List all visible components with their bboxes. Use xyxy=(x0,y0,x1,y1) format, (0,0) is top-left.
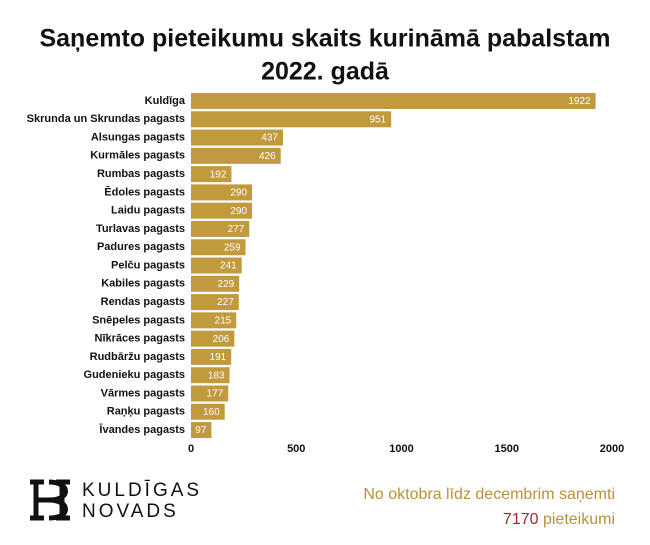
footer-total: 7170 pieteikumi xyxy=(503,511,615,528)
logo-mark xyxy=(30,479,70,521)
bar xyxy=(191,312,237,329)
category-label: Rumbas pagasts xyxy=(97,168,185,180)
bar xyxy=(191,147,281,164)
bar xyxy=(191,220,250,237)
value-label: 192 xyxy=(210,169,227,180)
logo-text: NOVADS xyxy=(82,501,179,522)
bar xyxy=(191,239,246,256)
value-label: 1922 xyxy=(568,96,591,107)
bar xyxy=(191,422,212,439)
category-label: Rudbāržu pagasts xyxy=(90,351,185,363)
bar xyxy=(191,385,229,402)
bar xyxy=(191,294,239,311)
chart-title: Saņemto pieteikumu skaits kurināmā pabal… xyxy=(39,25,610,53)
value-label: 426 xyxy=(259,151,276,162)
value-label: 951 xyxy=(369,114,386,125)
category-label: Pelču pagasts xyxy=(111,259,185,271)
category-label: Vārmes pagasts xyxy=(101,387,185,399)
value-label: 259 xyxy=(224,242,241,253)
bar xyxy=(191,184,253,201)
value-label: 160 xyxy=(203,407,220,418)
category-label: Kabiles pagasts xyxy=(101,278,185,290)
value-label: 437 xyxy=(261,133,278,144)
bar xyxy=(191,111,392,128)
value-label: 229 xyxy=(218,279,235,290)
value-label: 97 xyxy=(195,425,207,436)
value-label: 290 xyxy=(230,188,247,199)
category-label: Padures pagasts xyxy=(97,241,185,253)
chart-title: 2022. gadā xyxy=(261,58,390,86)
category-label: Nīkrāces pagasts xyxy=(95,333,186,345)
bar xyxy=(191,129,283,146)
footer-note: No oktobra līdz decembrim saņemti xyxy=(363,486,615,503)
bar xyxy=(191,275,240,292)
bar xyxy=(191,367,230,384)
value-label: 215 xyxy=(215,316,232,327)
bar xyxy=(191,202,253,219)
category-label: Ēdoles pagasts xyxy=(104,186,185,198)
bar xyxy=(191,257,242,274)
category-label: Kurmāles pagasts xyxy=(90,150,185,162)
category-label: Rendas pagasts xyxy=(101,296,185,308)
x-tick-label: 1500 xyxy=(495,443,519,455)
category-label: Īvandes pagasts xyxy=(98,424,185,436)
category-label: Alsungas pagasts xyxy=(91,131,185,143)
value-label: 241 xyxy=(220,261,237,272)
x-tick-label: 2000 xyxy=(600,443,624,455)
category-label: Laidu pagasts xyxy=(111,205,185,217)
bar xyxy=(191,403,225,420)
category-label: Skrunda un Skrundas pagasts xyxy=(27,113,185,125)
x-tick-label: 0 xyxy=(188,443,194,455)
category-label: Gudenieku pagasts xyxy=(84,369,185,381)
bar xyxy=(191,348,232,365)
x-tick-label: 500 xyxy=(287,443,305,455)
category-label: Kuldīga xyxy=(145,95,186,107)
logo-text: KULDĪGAS xyxy=(82,480,202,501)
logo xyxy=(30,479,70,521)
value-label: 191 xyxy=(210,352,227,363)
category-label: Snēpeles pagasts xyxy=(92,314,185,326)
bar xyxy=(191,93,596,109)
value-label: 206 xyxy=(213,334,230,345)
value-label: 227 xyxy=(217,297,234,308)
bar xyxy=(191,330,235,347)
bar xyxy=(191,166,232,183)
value-label: 183 xyxy=(208,370,225,381)
category-label: Raņķu pagasts xyxy=(107,406,185,418)
total: 7170 xyxy=(503,511,539,528)
value-label: 290 xyxy=(230,206,247,217)
category-label: Turlavas pagasts xyxy=(96,223,185,235)
value-label: 277 xyxy=(228,224,245,235)
x-tick-label: 1000 xyxy=(389,443,413,455)
total-suffix: pieteikumi xyxy=(543,511,615,528)
value-label: 177 xyxy=(207,389,224,400)
